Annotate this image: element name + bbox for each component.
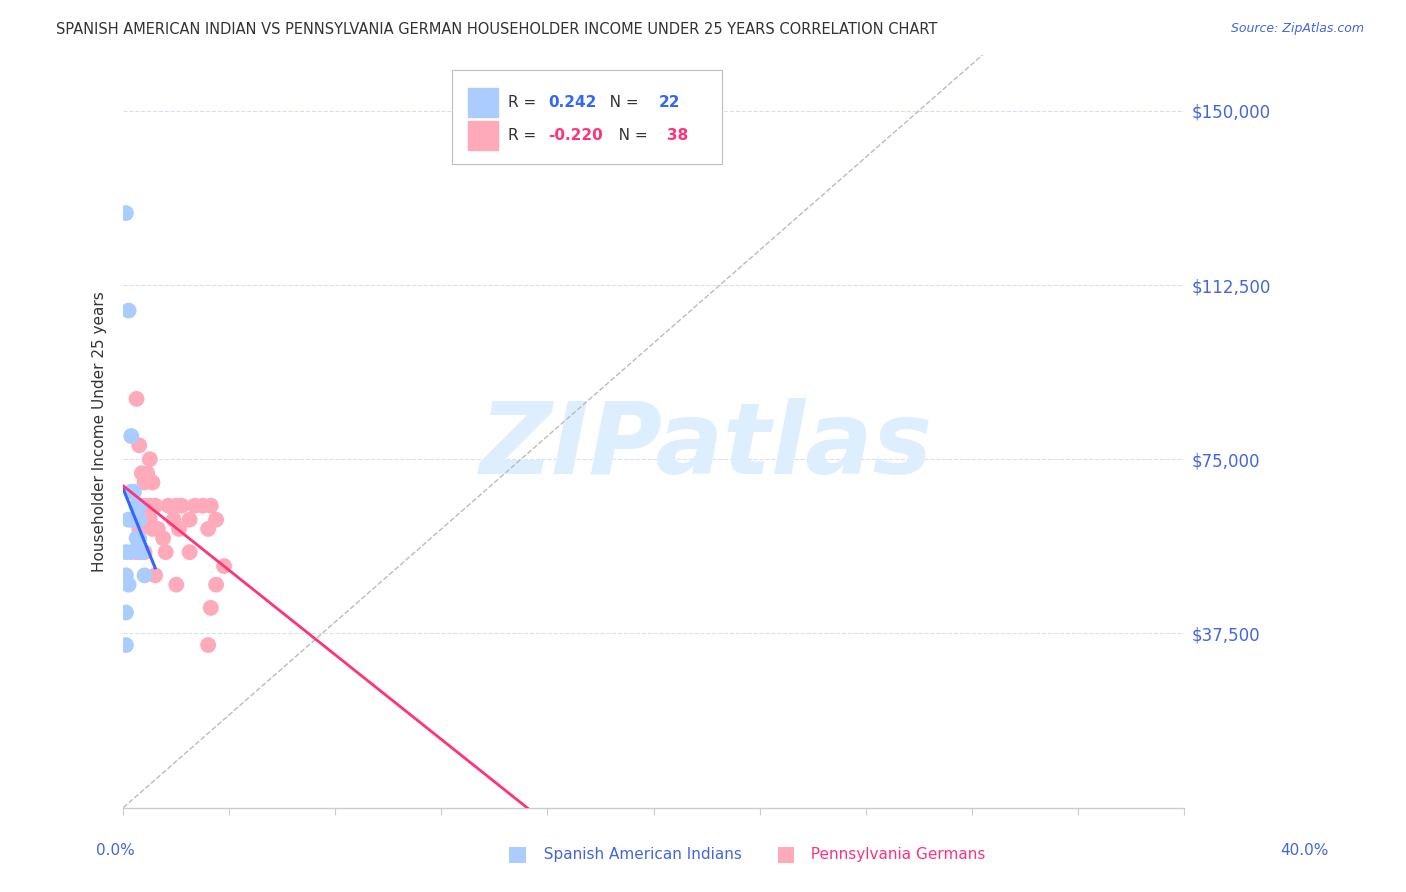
Point [120, 429, 142, 443]
Point [143, 568, 166, 582]
Point [139, 513, 162, 527]
Text: ZIPatlas: ZIPatlas [479, 398, 934, 495]
Point [205, 577, 228, 591]
Text: 40.0%: 40.0% [1281, 843, 1329, 858]
Point [131, 545, 153, 559]
Point [128, 522, 150, 536]
Point [134, 568, 156, 582]
Point [179, 545, 201, 559]
Text: R =: R = [508, 95, 541, 110]
Point [167, 522, 190, 536]
Point [163, 513, 186, 527]
Text: Pennsylvania Germans: Pennsylvania Germans [801, 847, 986, 862]
Text: Source: ZipAtlas.com: Source: ZipAtlas.com [1230, 22, 1364, 36]
Point [205, 513, 228, 527]
Text: 0.0%: 0.0% [96, 843, 135, 858]
Point [122, 513, 145, 527]
Point [125, 392, 148, 406]
Text: 0.242: 0.242 [548, 95, 598, 110]
Point [134, 475, 156, 490]
Text: 38: 38 [668, 128, 689, 143]
Point [146, 522, 169, 536]
Y-axis label: Householder Income Under 25 years: Householder Income Under 25 years [93, 291, 107, 572]
Point [128, 438, 150, 452]
Point [134, 499, 156, 513]
Point [115, 638, 138, 652]
Point [128, 531, 150, 545]
Point [120, 513, 142, 527]
Point [120, 545, 142, 559]
Point [128, 513, 150, 527]
Point [143, 499, 166, 513]
Point [139, 452, 162, 467]
Point [117, 577, 139, 591]
Point [131, 545, 153, 559]
Point [120, 484, 142, 499]
Point [197, 638, 219, 652]
Point [117, 303, 139, 318]
Point [200, 600, 222, 615]
Point [212, 559, 235, 574]
Point [125, 545, 148, 559]
Point [115, 206, 138, 220]
Point [122, 484, 145, 499]
Point [141, 475, 163, 490]
Point [115, 545, 138, 559]
Point [115, 568, 138, 582]
Point [136, 466, 159, 480]
Point [125, 513, 148, 527]
Point [131, 466, 153, 480]
Point [157, 499, 180, 513]
Text: N =: N = [595, 95, 644, 110]
Text: 22: 22 [659, 95, 681, 110]
FancyBboxPatch shape [468, 88, 498, 117]
Point [184, 499, 207, 513]
Point [128, 499, 150, 513]
Point [170, 499, 193, 513]
Point [165, 577, 187, 591]
Text: Spanish American Indians: Spanish American Indians [534, 847, 742, 862]
Text: SPANISH AMERICAN INDIAN VS PENNSYLVANIA GERMAN HOUSEHOLDER INCOME UNDER 25 YEARS: SPANISH AMERICAN INDIAN VS PENNSYLVANIA … [56, 22, 938, 37]
Point [197, 522, 219, 536]
Point [125, 499, 148, 513]
Point [165, 499, 187, 513]
Point [152, 531, 174, 545]
Text: -0.220: -0.220 [548, 128, 603, 143]
Point [128, 499, 150, 513]
Point [134, 545, 156, 559]
Point [139, 499, 162, 513]
Point [115, 606, 138, 620]
Point [191, 499, 214, 513]
Point [179, 513, 201, 527]
FancyBboxPatch shape [453, 70, 723, 164]
Point [125, 531, 148, 545]
Point [117, 513, 139, 527]
Point [141, 522, 163, 536]
Point [155, 545, 177, 559]
Text: N =: N = [603, 128, 652, 143]
Text: R =: R = [508, 128, 541, 143]
Point [200, 499, 222, 513]
FancyBboxPatch shape [468, 121, 498, 150]
